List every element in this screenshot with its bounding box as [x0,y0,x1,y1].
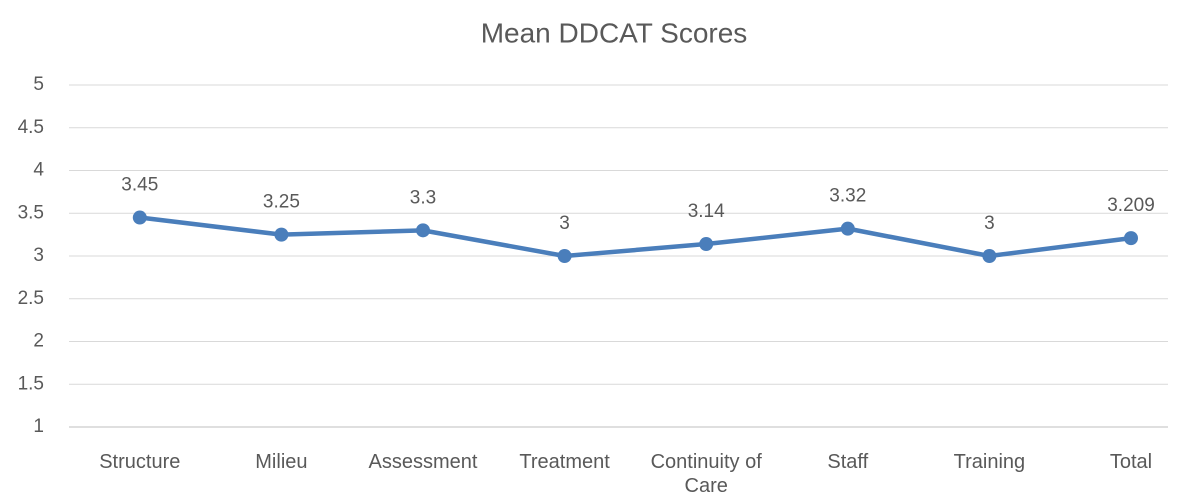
x-tick-label: Milieu [255,451,308,473]
marker [840,221,855,236]
data-label: 3.25 [263,192,300,213]
data-label: 3.14 [688,201,725,222]
y-tick-label: 4 [33,160,44,181]
data-label: 3.209 [1107,195,1155,216]
data-label: 3 [559,213,570,234]
x-tick-label: Continuity of Care [650,451,762,497]
x-tick-label: Training [953,451,1026,473]
line [139,215,1132,259]
y-tick-label: 1.5 [18,373,44,394]
y-tick-label: 3.5 [18,202,44,223]
data-label: 3.45 [121,175,158,196]
y-tick-label: 4.5 [18,117,44,138]
x-tick-label: Structure [99,451,181,473]
y-tick-label: 2.5 [18,288,44,309]
marker [416,223,430,238]
y-tick-label: 3 [33,245,44,266]
y-tick-label: 2 [33,331,44,352]
data-label: 3.32 [829,186,866,207]
marker [699,237,714,252]
data-label: 3 [984,213,995,234]
marker [557,249,572,263]
y-tick-label: 5 [33,74,44,95]
marker [1124,231,1138,246]
chart-title: Mean DDCAT Scores [481,17,748,48]
marker [274,227,289,242]
x-tick-label: Total [1109,451,1153,473]
marker [132,210,147,225]
data-label: 3.3 [410,187,436,208]
marker [982,249,997,263]
x-tick-label: Assessment [368,451,478,473]
y-tick-label: 1 [33,416,44,437]
x-tick-label: Staff [827,451,869,473]
x-tick-label: Treatment [519,451,610,473]
